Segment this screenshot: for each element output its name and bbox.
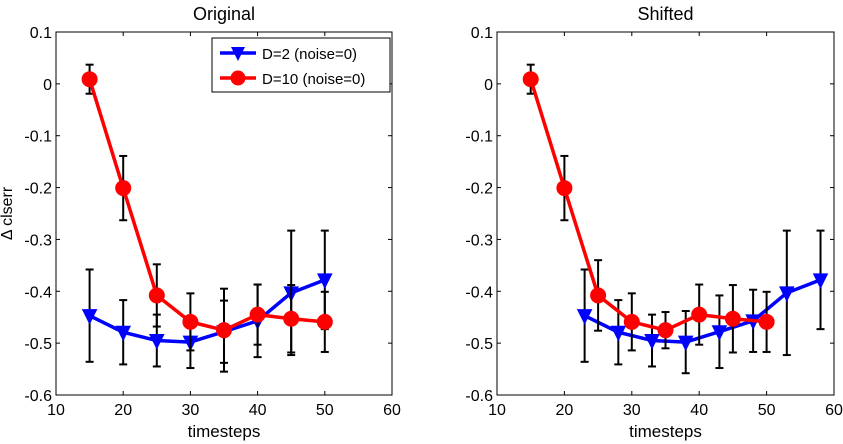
data-point <box>522 71 539 88</box>
y-tick-label: -0.5 <box>465 336 493 353</box>
data-point <box>148 334 165 350</box>
legend: D=2 (noise=0) D=10 (noise=0) <box>211 37 391 93</box>
y-tick-label: 0 <box>484 77 493 94</box>
x-axis-label: timesteps <box>629 422 702 441</box>
data-point <box>610 325 627 342</box>
chart-title: Original <box>193 4 255 24</box>
data-point <box>779 286 795 302</box>
x-tick-label: 60 <box>825 402 843 419</box>
x-tick-label: 60 <box>383 402 401 419</box>
series-line <box>583 278 822 344</box>
legend-label: D=10 (noise=0) <box>262 71 365 88</box>
data-point <box>216 322 232 339</box>
chart-title: Shifted <box>637 4 693 24</box>
data-point <box>812 273 829 289</box>
y-tick-label: 0.1 <box>471 25 493 42</box>
data-point <box>556 180 573 197</box>
data-point <box>758 313 775 330</box>
series-d2 <box>576 229 829 375</box>
data-point <box>576 309 593 325</box>
data-point <box>711 325 728 341</box>
legend-swatch-marker <box>231 47 245 61</box>
legend-label: D=2 (noise=0) <box>262 46 357 63</box>
y-tick-label: -0.1 <box>24 129 52 146</box>
x-tick-label: 40 <box>690 402 708 419</box>
data-point <box>81 309 98 325</box>
y-tick-label: 0.1 <box>30 25 52 42</box>
series-d10 <box>522 63 775 354</box>
data-point <box>283 310 300 327</box>
data-point <box>115 325 132 342</box>
y-tick-label: -0.4 <box>24 284 52 301</box>
x-tick-label: 50 <box>758 402 776 419</box>
data-point <box>590 287 607 304</box>
data-point <box>724 310 741 327</box>
chart-panel-1: 10 20 30 40 50 60 -0.6 -0.5 -0.4 -0.3 -0.2 -0.1 0 0.1… <box>465 4 843 441</box>
chart-panel-0: 10 20 30 40 50 60 -0.6 -0.5 -0.4 -0.3 -0.2 -0.1 0 0.1… <box>0 4 401 441</box>
data-point <box>316 273 333 289</box>
x-tick-label: 20 <box>556 402 574 419</box>
x-tick-label: 30 <box>182 402 200 419</box>
data-point <box>115 180 132 197</box>
y-tick-label: -0.2 <box>24 181 52 198</box>
data-point <box>657 322 674 339</box>
x-tick-label: 10 <box>488 402 506 419</box>
y-tick-label: 0 <box>43 77 52 94</box>
y-tick-label: -0.3 <box>24 232 52 249</box>
y-tick-label: -0.4 <box>465 284 493 301</box>
y-tick-label: -0.6 <box>24 388 52 405</box>
x-tick-label: 20 <box>114 402 132 419</box>
data-point <box>644 334 660 350</box>
x-tick-label: 50 <box>316 402 334 419</box>
data-point <box>623 313 640 330</box>
x-tick-label: 30 <box>623 402 641 419</box>
data-point <box>249 306 266 323</box>
legend-swatch-marker <box>230 70 246 86</box>
x-tick-label: 40 <box>249 402 267 419</box>
y-tick-label: -0.1 <box>465 129 493 146</box>
y-tick-label: -0.3 <box>465 232 493 249</box>
y-axis-label: Δ clserr <box>0 186 16 240</box>
series-d10 <box>81 63 333 373</box>
y-tick-label: -0.5 <box>24 336 52 353</box>
data-point <box>148 287 165 304</box>
data-point <box>316 313 333 330</box>
data-point <box>677 335 694 352</box>
y-tick-label: -0.6 <box>465 388 493 405</box>
x-tick-label: 10 <box>47 402 65 419</box>
data-point <box>81 71 98 88</box>
series-line <box>88 278 326 344</box>
y-tick-label: -0.2 <box>465 181 493 198</box>
data-point <box>691 306 708 323</box>
x-axis-label: timesteps <box>188 422 261 441</box>
data-point <box>182 313 199 330</box>
